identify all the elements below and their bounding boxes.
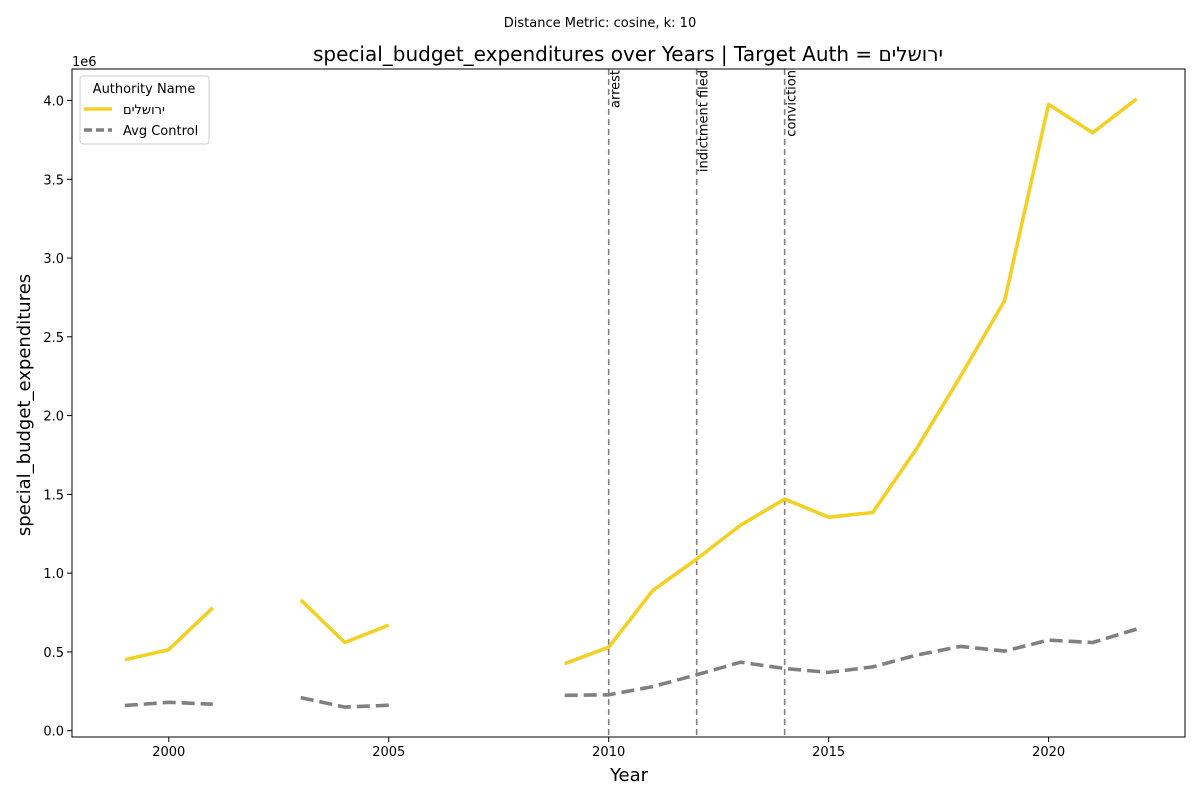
legend-box — [79, 75, 210, 145]
y-tick-label: 1.5 — [43, 488, 64, 503]
x-tick-label: 2015 — [812, 745, 845, 760]
event-label: conviction — [785, 70, 800, 137]
plot-frame — [71, 68, 1186, 738]
event-label: indictment filed — [697, 70, 712, 172]
y-tick-label: 2.0 — [43, 410, 64, 425]
legend-title: Authority Name — [93, 82, 196, 97]
event-label: arrest — [609, 70, 624, 108]
legend-entry-1: Avg Control — [123, 124, 198, 139]
y-multiplier-label: 1e6 — [72, 55, 97, 70]
series-line-0 — [124, 97, 1138, 666]
y-tick-label: 3.0 — [43, 252, 64, 267]
x-tick-label: 2010 — [592, 745, 625, 760]
y-tick-label: 4.0 — [43, 95, 64, 110]
y-tick-label: 0.0 — [43, 725, 64, 740]
y-tick-label: 3.5 — [43, 173, 64, 188]
y-tick-label: 0.5 — [43, 646, 64, 661]
chart-suptitle: Distance Metric: cosine, k: 10 — [504, 16, 696, 31]
y-axis-label: special_budget_expenditures — [14, 274, 35, 536]
series-line-1 — [124, 627, 1138, 709]
x-tick-label: 2020 — [1032, 745, 1065, 760]
y-tick-label: 1.0 — [43, 567, 64, 582]
chart-title: special_budget_expenditures over Years |… — [313, 42, 943, 66]
x-axis-label: Year — [609, 765, 649, 786]
x-tick-label: 2000 — [152, 745, 185, 760]
x-tick-label: 2005 — [372, 745, 405, 760]
legend-entry-0: ירושלים — [123, 103, 165, 118]
y-tick-label: 2.5 — [43, 331, 64, 346]
